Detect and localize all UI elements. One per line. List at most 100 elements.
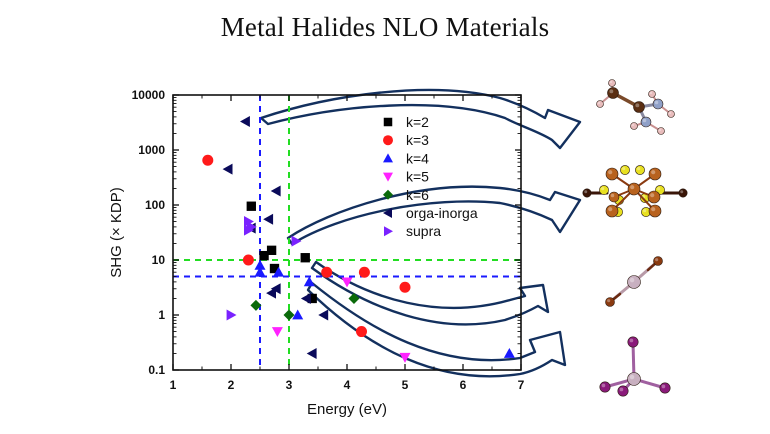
atom — [678, 188, 688, 198]
series-supra — [226, 216, 302, 321]
y-tick-label: 100 — [145, 198, 165, 212]
data-point — [202, 154, 214, 166]
data-point — [270, 185, 281, 197]
atom — [627, 182, 641, 196]
atom-highlight — [607, 299, 611, 303]
data-point — [240, 115, 250, 127]
atom-highlight — [658, 128, 662, 132]
atom — [605, 167, 619, 181]
legend: k=2 k=3 k=4 k=5 k=6 orga-inorga supra — [383, 114, 478, 239]
y-tick-label: 1000 — [138, 143, 165, 157]
data-point — [503, 347, 515, 358]
atom — [607, 87, 619, 99]
data-point — [318, 309, 329, 321]
data-point — [254, 259, 266, 270]
legend-label: k=6 — [406, 187, 429, 203]
x-tick-label: 1 — [170, 378, 177, 392]
legend-marker — [383, 117, 393, 127]
atom — [596, 100, 604, 108]
atom — [608, 79, 616, 87]
legend-label: supra — [406, 223, 441, 239]
legend-label: k=5 — [406, 169, 429, 185]
x-tick-label: 2 — [228, 378, 235, 392]
x-tick-label: 7 — [518, 378, 525, 392]
atom-highlight — [629, 338, 634, 343]
atom-highlight — [630, 185, 635, 190]
atom-highlight — [651, 170, 656, 175]
series-k=2 — [246, 201, 317, 304]
data-point — [266, 245, 277, 255]
x-tick-label: 6 — [460, 378, 467, 392]
data-point — [244, 224, 254, 236]
data-point — [292, 309, 304, 320]
series-k=5 — [271, 277, 411, 363]
y-tick-label: 0.1 — [148, 363, 165, 377]
series-k=6 — [250, 292, 360, 321]
y-tick-label: 1 — [158, 308, 165, 322]
data-point — [242, 254, 254, 266]
series-k=4 — [254, 259, 515, 358]
curved-arrow-2 — [286, 185, 582, 246]
curved-arrow-4 — [306, 281, 567, 378]
data-point — [254, 266, 266, 277]
structure-linear-trihalide — [605, 256, 663, 307]
atom-highlight — [629, 374, 635, 380]
legend-marker — [383, 172, 393, 182]
data-point — [250, 299, 262, 311]
atom-highlight — [601, 383, 606, 388]
atom — [648, 90, 656, 98]
atom-highlight — [629, 277, 635, 283]
data-point — [269, 263, 280, 274]
structures-layer — [582, 79, 688, 397]
atom — [652, 98, 664, 110]
atom — [617, 385, 629, 397]
atom — [635, 165, 645, 175]
atom — [640, 116, 652, 128]
legend-label: k=4 — [406, 150, 429, 166]
figure-title: Metal Halides NLO Materials — [220, 12, 550, 42]
legend-marker — [383, 208, 392, 218]
atom — [659, 382, 671, 394]
x-axis-label: Energy (eV) — [307, 401, 387, 418]
arrows-layer — [259, 88, 582, 378]
atom — [627, 336, 639, 348]
atom-highlight — [609, 89, 614, 94]
atom-highlight — [619, 387, 624, 392]
atom — [605, 204, 619, 218]
data-point — [222, 163, 233, 175]
data-point — [300, 292, 311, 304]
atom-highlight — [680, 190, 684, 194]
legend-label: orga-inorga — [406, 205, 478, 221]
legend-label: k=3 — [406, 132, 429, 148]
atom — [620, 165, 630, 175]
series-orga-inorga — [222, 115, 329, 359]
data-point — [273, 266, 285, 277]
data-point — [271, 327, 283, 338]
data-point — [356, 326, 367, 338]
data-point — [226, 309, 237, 321]
data-point — [307, 293, 317, 304]
atom — [648, 167, 662, 181]
atom-highlight — [649, 91, 653, 95]
legend-marker — [383, 135, 393, 146]
legend-label: k=2 — [406, 114, 429, 130]
atom — [605, 297, 615, 307]
y-axis-label: SHG (× KDP) — [108, 187, 125, 277]
atom-highlight — [584, 190, 588, 194]
atom-highlight — [631, 123, 635, 127]
atom — [630, 122, 638, 130]
series-k=3 — [202, 154, 411, 338]
atom-highlight — [657, 187, 661, 191]
structure-tetrahedral-metal-halide — [599, 336, 671, 397]
data-point — [303, 276, 315, 287]
atom — [647, 190, 661, 204]
atom — [653, 256, 663, 266]
atom-highlight — [608, 170, 613, 175]
data-point — [348, 292, 360, 304]
atom-highlight — [643, 209, 647, 213]
data-point — [399, 352, 411, 363]
legend-marker — [384, 226, 393, 237]
data-point — [266, 287, 276, 299]
data-point — [399, 281, 411, 293]
